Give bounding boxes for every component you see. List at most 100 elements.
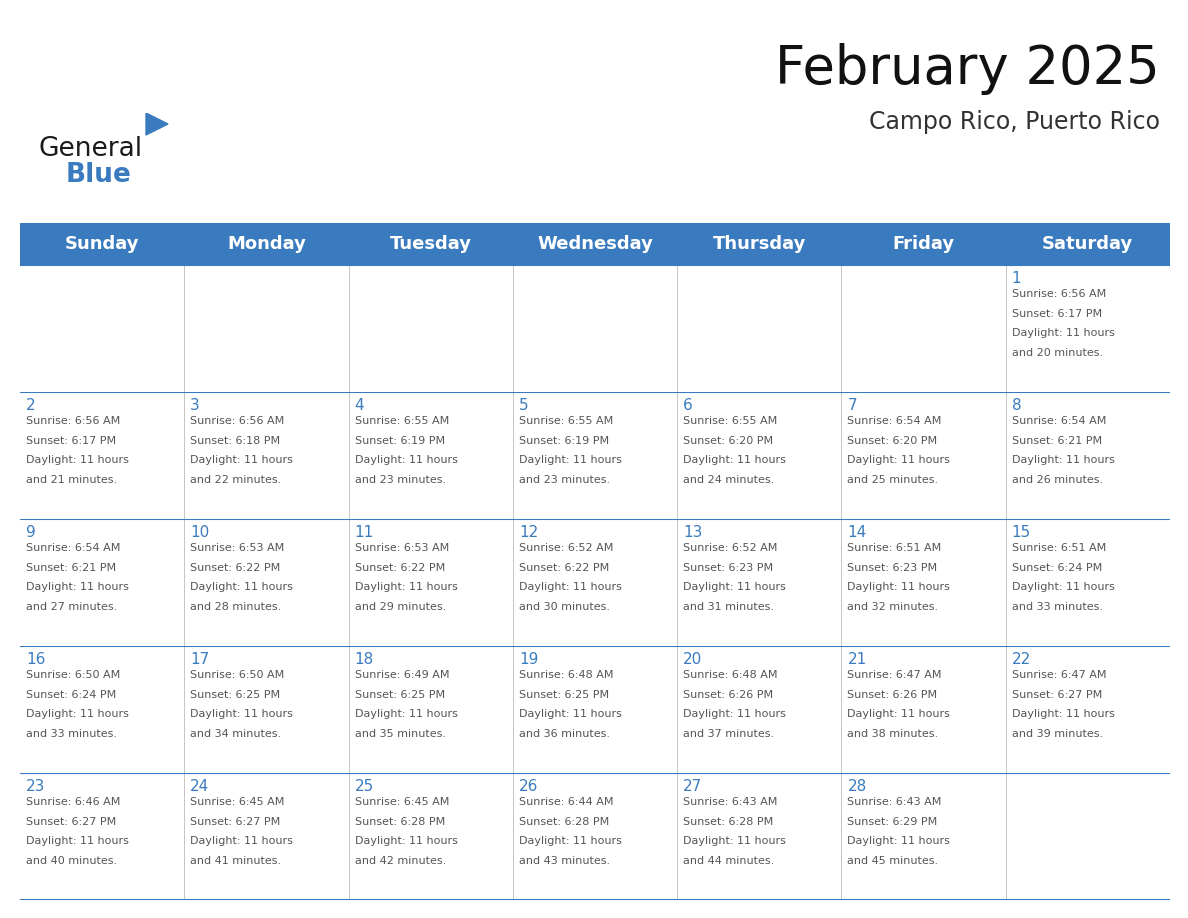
Text: Blue: Blue — [67, 162, 132, 188]
Text: and 27 minutes.: and 27 minutes. — [26, 602, 118, 612]
Text: Sunset: 6:21 PM: Sunset: 6:21 PM — [26, 563, 116, 573]
Text: 21: 21 — [847, 652, 867, 667]
Text: Daylight: 11 hours: Daylight: 11 hours — [847, 582, 950, 592]
Text: and 35 minutes.: and 35 minutes. — [354, 729, 446, 739]
Text: and 29 minutes.: and 29 minutes. — [354, 602, 446, 612]
Text: Daylight: 11 hours: Daylight: 11 hours — [683, 582, 786, 592]
Text: and 43 minutes.: and 43 minutes. — [519, 856, 609, 866]
Text: 14: 14 — [847, 525, 867, 540]
Text: Sunrise: 6:52 AM: Sunrise: 6:52 AM — [519, 543, 613, 553]
Text: Sunset: 6:20 PM: Sunset: 6:20 PM — [683, 436, 773, 445]
Text: 4: 4 — [354, 398, 365, 413]
Text: and 24 minutes.: and 24 minutes. — [683, 475, 775, 485]
Text: Daylight: 11 hours: Daylight: 11 hours — [847, 455, 950, 465]
Text: Thursday: Thursday — [713, 235, 805, 253]
Text: 2: 2 — [26, 398, 36, 413]
Text: Sunrise: 6:48 AM: Sunrise: 6:48 AM — [683, 670, 778, 680]
Text: Sunset: 6:17 PM: Sunset: 6:17 PM — [1012, 308, 1101, 319]
Text: Sunset: 6:22 PM: Sunset: 6:22 PM — [190, 563, 280, 573]
Text: Sunset: 6:29 PM: Sunset: 6:29 PM — [847, 817, 937, 827]
Text: and 45 minutes.: and 45 minutes. — [847, 856, 939, 866]
Text: Sunrise: 6:47 AM: Sunrise: 6:47 AM — [847, 670, 942, 680]
Text: Sunrise: 6:45 AM: Sunrise: 6:45 AM — [190, 797, 285, 807]
Text: Sunset: 6:18 PM: Sunset: 6:18 PM — [190, 436, 280, 445]
Text: Sunset: 6:27 PM: Sunset: 6:27 PM — [26, 817, 116, 827]
Text: and 34 minutes.: and 34 minutes. — [190, 729, 282, 739]
Text: Daylight: 11 hours: Daylight: 11 hours — [26, 836, 128, 846]
Text: Sunrise: 6:56 AM: Sunrise: 6:56 AM — [1012, 289, 1106, 299]
Text: Daylight: 11 hours: Daylight: 11 hours — [190, 710, 293, 720]
Text: Daylight: 11 hours: Daylight: 11 hours — [519, 582, 621, 592]
Text: Daylight: 11 hours: Daylight: 11 hours — [683, 836, 786, 846]
Text: Sunday: Sunday — [65, 235, 139, 253]
Text: Daylight: 11 hours: Daylight: 11 hours — [683, 710, 786, 720]
Text: and 37 minutes.: and 37 minutes. — [683, 729, 775, 739]
Text: Sunrise: 6:43 AM: Sunrise: 6:43 AM — [683, 797, 777, 807]
Text: and 36 minutes.: and 36 minutes. — [519, 729, 609, 739]
Text: Monday: Monday — [227, 235, 305, 253]
Text: Sunset: 6:21 PM: Sunset: 6:21 PM — [1012, 436, 1101, 445]
Text: 23: 23 — [26, 779, 45, 794]
Text: and 26 minutes.: and 26 minutes. — [1012, 475, 1102, 485]
Text: Sunrise: 6:55 AM: Sunrise: 6:55 AM — [683, 416, 777, 426]
Text: Daylight: 11 hours: Daylight: 11 hours — [683, 455, 786, 465]
Text: Sunset: 6:25 PM: Sunset: 6:25 PM — [354, 689, 444, 700]
Text: Sunrise: 6:53 AM: Sunrise: 6:53 AM — [190, 543, 285, 553]
Text: Daylight: 11 hours: Daylight: 11 hours — [1012, 329, 1114, 339]
Text: February 2025: February 2025 — [776, 43, 1159, 95]
Text: 18: 18 — [354, 652, 374, 667]
Text: Sunrise: 6:51 AM: Sunrise: 6:51 AM — [847, 543, 942, 553]
Text: Sunrise: 6:48 AM: Sunrise: 6:48 AM — [519, 670, 613, 680]
Text: and 38 minutes.: and 38 minutes. — [847, 729, 939, 739]
Text: Daylight: 11 hours: Daylight: 11 hours — [519, 836, 621, 846]
Text: and 39 minutes.: and 39 minutes. — [1012, 729, 1102, 739]
Text: Sunrise: 6:49 AM: Sunrise: 6:49 AM — [354, 670, 449, 680]
Text: and 20 minutes.: and 20 minutes. — [1012, 348, 1102, 358]
Text: Sunset: 6:22 PM: Sunset: 6:22 PM — [519, 563, 609, 573]
Text: 6: 6 — [683, 398, 693, 413]
Text: and 44 minutes.: and 44 minutes. — [683, 856, 775, 866]
Text: 7: 7 — [847, 398, 857, 413]
Text: Sunrise: 6:56 AM: Sunrise: 6:56 AM — [26, 416, 120, 426]
Text: 19: 19 — [519, 652, 538, 667]
Text: Sunrise: 6:50 AM: Sunrise: 6:50 AM — [190, 670, 285, 680]
Text: 5: 5 — [519, 398, 529, 413]
Text: Sunrise: 6:56 AM: Sunrise: 6:56 AM — [190, 416, 285, 426]
Text: Daylight: 11 hours: Daylight: 11 hours — [26, 582, 128, 592]
Polygon shape — [146, 113, 168, 135]
Text: 15: 15 — [1012, 525, 1031, 540]
Text: Sunset: 6:19 PM: Sunset: 6:19 PM — [354, 436, 444, 445]
Text: Sunrise: 6:50 AM: Sunrise: 6:50 AM — [26, 670, 120, 680]
Text: 20: 20 — [683, 652, 702, 667]
Text: Sunrise: 6:51 AM: Sunrise: 6:51 AM — [1012, 543, 1106, 553]
Text: 3: 3 — [190, 398, 200, 413]
Text: Daylight: 11 hours: Daylight: 11 hours — [190, 455, 293, 465]
Text: and 28 minutes.: and 28 minutes. — [190, 602, 282, 612]
Text: Sunset: 6:25 PM: Sunset: 6:25 PM — [519, 689, 609, 700]
Text: and 30 minutes.: and 30 minutes. — [519, 602, 609, 612]
Text: Sunrise: 6:54 AM: Sunrise: 6:54 AM — [1012, 416, 1106, 426]
Text: Sunset: 6:24 PM: Sunset: 6:24 PM — [1012, 563, 1102, 573]
Text: Daylight: 11 hours: Daylight: 11 hours — [354, 582, 457, 592]
Text: and 40 minutes.: and 40 minutes. — [26, 856, 118, 866]
Text: Sunrise: 6:45 AM: Sunrise: 6:45 AM — [354, 797, 449, 807]
Text: Sunrise: 6:55 AM: Sunrise: 6:55 AM — [354, 416, 449, 426]
Text: Sunrise: 6:53 AM: Sunrise: 6:53 AM — [354, 543, 449, 553]
Text: Sunset: 6:20 PM: Sunset: 6:20 PM — [847, 436, 937, 445]
Text: and 41 minutes.: and 41 minutes. — [190, 856, 282, 866]
Text: 8: 8 — [1012, 398, 1022, 413]
Text: Sunset: 6:24 PM: Sunset: 6:24 PM — [26, 689, 116, 700]
Text: 9: 9 — [26, 525, 36, 540]
Text: and 33 minutes.: and 33 minutes. — [1012, 602, 1102, 612]
Text: Sunrise: 6:43 AM: Sunrise: 6:43 AM — [847, 797, 942, 807]
Text: Sunset: 6:26 PM: Sunset: 6:26 PM — [847, 689, 937, 700]
Text: General: General — [38, 136, 143, 162]
Text: 10: 10 — [190, 525, 209, 540]
Text: and 33 minutes.: and 33 minutes. — [26, 729, 116, 739]
Text: Campo Rico, Puerto Rico: Campo Rico, Puerto Rico — [868, 110, 1159, 134]
Text: Tuesday: Tuesday — [390, 235, 472, 253]
Text: Sunset: 6:28 PM: Sunset: 6:28 PM — [354, 817, 444, 827]
Text: and 23 minutes.: and 23 minutes. — [519, 475, 609, 485]
Text: Daylight: 11 hours: Daylight: 11 hours — [190, 836, 293, 846]
Text: Daylight: 11 hours: Daylight: 11 hours — [519, 455, 621, 465]
